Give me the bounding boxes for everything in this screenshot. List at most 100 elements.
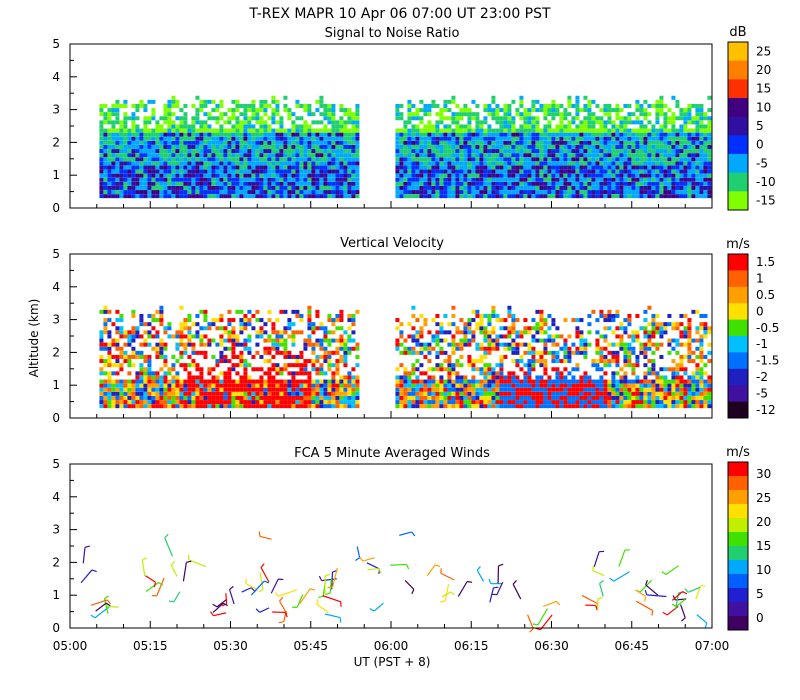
velocity-cell: [203, 383, 208, 388]
snr-cell: [199, 194, 204, 199]
snr-cell: [411, 165, 416, 170]
snr-cell: [695, 116, 700, 121]
snr-cell: [207, 181, 212, 186]
velocity-cell: [411, 346, 416, 351]
snr-cell: [447, 124, 452, 129]
snr-cell: [199, 185, 204, 190]
velocity-cell: [235, 379, 240, 384]
snr-cell: [607, 112, 612, 117]
velocity-cell: [463, 326, 468, 331]
velocity-cell: [559, 395, 564, 400]
snr-cell: [319, 181, 324, 186]
snr-cell: [311, 194, 316, 199]
snr-cell: [443, 144, 448, 149]
velocity-cell: [551, 322, 556, 327]
snr-cell: [115, 132, 120, 137]
snr-cell: [547, 153, 552, 158]
snr-cell: [151, 185, 156, 190]
snr-cell: [547, 120, 552, 125]
snr-cell: [199, 173, 204, 178]
snr-cell: [303, 161, 308, 166]
velocity-cell: [159, 400, 164, 405]
snr-cell: [327, 190, 332, 195]
velocity-cell: [439, 400, 444, 405]
snr-cell: [163, 132, 168, 137]
velocity-cell: [111, 322, 116, 327]
velocity-cell: [315, 395, 320, 400]
velocity-cell: [343, 346, 348, 351]
snr-cell: [319, 144, 324, 149]
snr-cell: [135, 173, 140, 178]
velocity-cell: [435, 363, 440, 368]
snr-cell: [103, 177, 108, 182]
velocity-cell: [279, 371, 284, 376]
snr-cell: [559, 149, 564, 154]
velocity-cell: [163, 383, 168, 388]
snr-cell: [251, 165, 256, 170]
velocity-cell: [231, 383, 236, 388]
snr-cell: [487, 177, 492, 182]
snr-cell: [483, 128, 488, 133]
snr-cell: [559, 103, 564, 108]
velocity-cell: [411, 379, 416, 384]
snr-cell: [623, 149, 628, 154]
velocity-cell: [219, 400, 224, 405]
velocity-cell: [279, 330, 284, 335]
snr-cell: [119, 149, 124, 154]
snr-cell: [235, 149, 240, 154]
velocity-cell: [495, 342, 500, 347]
snr-cell: [663, 120, 668, 125]
velocity-cell: [499, 342, 504, 347]
velocity-cell: [435, 391, 440, 396]
snr-cell: [451, 132, 456, 137]
velocity-cell: [403, 391, 408, 396]
velocity-cell: [535, 350, 540, 355]
velocity-cell: [111, 383, 116, 388]
snr-cell: [103, 149, 108, 154]
snr-cell: [595, 144, 600, 149]
snr-cell: [675, 177, 680, 182]
snr-cell: [207, 194, 212, 199]
snr-cell: [199, 99, 204, 104]
snr-cell: [619, 128, 624, 133]
snr-cell: [507, 173, 512, 178]
velocity-cell: [595, 387, 600, 392]
snr-cell: [131, 161, 136, 166]
snr-cell: [483, 120, 488, 125]
velocity-cell: [319, 387, 324, 392]
velocity-cell: [479, 391, 484, 396]
snr-cell: [595, 169, 600, 174]
snr-cell: [155, 190, 160, 195]
snr-cell: [395, 173, 400, 178]
snr-cell: [571, 177, 576, 182]
velocity-cell: [451, 367, 456, 372]
snr-cell: [451, 140, 456, 145]
snr-cell: [439, 116, 444, 121]
snr-cell: [487, 144, 492, 149]
velocity-cell: [339, 309, 344, 314]
velocity-cell: [439, 326, 444, 331]
snr-cell: [311, 128, 316, 133]
velocity-cell: [515, 391, 520, 396]
velocity-cell: [227, 334, 232, 339]
snr-cell: [627, 120, 632, 125]
snr-cell: [335, 132, 340, 137]
velocity-cell: [551, 359, 556, 364]
snr-cell: [699, 112, 704, 117]
snr-cell: [675, 140, 680, 145]
velocity-cell: [403, 400, 408, 405]
snr-cell: [463, 181, 468, 186]
snr-cell: [327, 120, 332, 125]
snr-cell: [219, 169, 224, 174]
snr-cell: [279, 128, 284, 133]
snr-cell: [679, 116, 684, 121]
snr-cell: [295, 185, 300, 190]
snr-cell: [279, 153, 284, 158]
snr-cell: [303, 149, 308, 154]
snr-cell: [611, 108, 616, 113]
snr-cell: [507, 108, 512, 113]
snr-cell: [207, 132, 212, 137]
snr-cell: [591, 124, 596, 129]
snr-cell: [295, 140, 300, 145]
velocity-cell: [411, 395, 416, 400]
